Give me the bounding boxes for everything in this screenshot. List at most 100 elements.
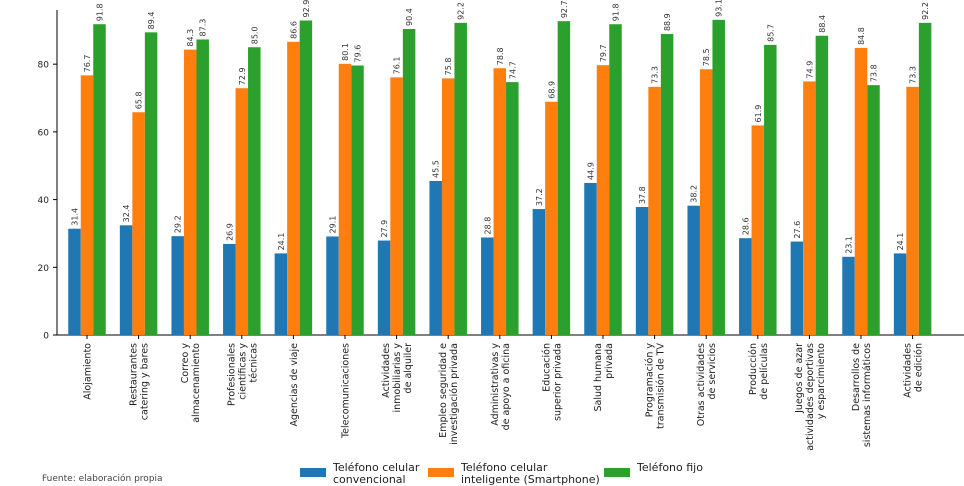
value-label-s3-c1: 91.8 — [96, 3, 105, 21]
value-label-s1-c14: 28.6 — [741, 217, 750, 235]
x-tick-label-15: Juegos de azar actividades deportivas y es… — [794, 343, 827, 451]
x-tick-label-17-line-2: de edición — [914, 343, 925, 392]
x-tick-label-16-line-2: sistemas informáticos — [862, 343, 873, 447]
x-tick-label-15-line-1: Juegos de azar — [794, 343, 805, 414]
y-tick-label-2: 40 — [38, 196, 50, 206]
x-tick-label-4-line-1: Profesionales — [226, 343, 237, 406]
x-tick-label-5-line-1: Agencias de viaje — [289, 343, 300, 427]
bar-s2-c16 — [854, 47, 868, 336]
value-label-s2-c14: 61.9 — [754, 105, 763, 123]
y-tick-label-4: 80 — [38, 61, 50, 71]
bar-s2-c7 — [390, 77, 403, 336]
bar-s3-c1 — [93, 24, 106, 335]
value-label-s1-c11: 44.9 — [587, 162, 596, 180]
x-tick-label-8-line-1: Empleo seguridad e — [438, 343, 449, 438]
value-label-s3-c12: 88.9 — [663, 13, 672, 31]
y-tick-label-0: 0 — [43, 332, 49, 342]
bar-s3-c9 — [506, 82, 519, 335]
bar-s1-c3 — [171, 236, 184, 335]
x-tick-label-3-line-1: Correo y — [180, 343, 191, 384]
value-label-s2-c2: 65.8 — [135, 91, 144, 109]
bar-s2-c3 — [183, 49, 197, 335]
legend-item-series-2: Teléfono celular inteligente (Smartphone) — [428, 462, 611, 486]
legend-swatch-series-3 — [604, 468, 630, 477]
x-tick-label-9-line-2: de apoyo a oficina — [501, 343, 512, 430]
value-label-s2-c1: 76.7 — [83, 55, 92, 73]
bar-s3-c12 — [660, 34, 674, 335]
value-label-s3-c2: 89.4 — [147, 12, 156, 30]
value-label-s2-c11: 79.7 — [599, 44, 608, 62]
value-label-s3-c9: 74.7 — [508, 61, 517, 79]
bar-s2-c11 — [596, 65, 610, 336]
bar-s2-c1 — [80, 75, 94, 336]
legend-label-series-2: Teléfono celular inteligente (Smartphone) — [461, 462, 611, 486]
bar-s3-c5 — [299, 20, 313, 336]
x-tick-label-15-line-3: y esparcimiento — [816, 343, 827, 419]
bar-s1-c4 — [223, 243, 236, 335]
x-tick-label-12-line-1: Programación y — [645, 343, 656, 418]
value-label-s2-c12: 73.3 — [651, 66, 660, 84]
x-tick-label-2: Restaurantes catering y bares — [129, 343, 151, 420]
x-tick-label-5: Agencias de viaje — [289, 343, 300, 427]
value-label-s1-c15: 27.6 — [793, 221, 802, 239]
bar-s3-c15 — [815, 35, 829, 336]
value-label-s1-c7: 27.9 — [380, 220, 389, 238]
bar-s2-c15 — [803, 81, 816, 336]
x-tick-label-2-line-2: catering y bares — [140, 343, 151, 420]
x-tick-label-14: Producción de películas — [748, 343, 770, 400]
value-label-s3-c7: 90.4 — [405, 8, 414, 26]
x-tick-label-13-line-2: de servicios — [707, 343, 718, 400]
x-tick-label-9-line-1: Administrativas y — [490, 343, 501, 426]
bar-s1-c15 — [790, 241, 804, 335]
value-label-s2-c5: 86.6 — [289, 21, 298, 39]
value-label-s3-c3: 87.3 — [199, 19, 208, 37]
bar-s3-c3 — [196, 39, 209, 335]
x-tick-label-8: Empleo seguridad e investigación privada — [438, 343, 460, 445]
bar-s3-c6 — [351, 65, 364, 335]
x-tick-label-10: Educación superior privada — [541, 343, 563, 421]
value-label-s1-c17: 24.1 — [896, 233, 905, 251]
value-label-s2-c17: 73.3 — [909, 66, 918, 84]
value-label-s3-c14: 85.7 — [766, 24, 775, 42]
value-label-s2-c8: 75.8 — [444, 58, 453, 76]
x-tick-label-11-line-1: Salud humana — [593, 343, 604, 412]
x-tick-label-7-line-1: Actividades — [381, 343, 392, 398]
legend-item-series-3: Teléfono fijo — [604, 462, 787, 477]
x-tick-label-3: Correo y almacenamiento — [180, 343, 202, 423]
value-label-s2-c13: 78.5 — [702, 48, 711, 66]
bar-s1-c1 — [68, 228, 81, 335]
bar-s2-c2 — [132, 112, 145, 335]
bar-s2-c8 — [441, 78, 455, 336]
x-tick-label-7-line-2: inmobiliarias y — [392, 343, 403, 413]
bar-s3-c16 — [867, 85, 880, 335]
bar-s3-c11 — [609, 24, 622, 335]
bar-s2-c17 — [906, 86, 919, 335]
bar-s1-c8 — [429, 180, 442, 335]
bar-s1-c10 — [532, 209, 546, 335]
bar-s1-c12 — [635, 207, 649, 335]
value-label-s3-c17: 92.2 — [921, 2, 930, 20]
x-tick-label-6-line-1: Telecomunicaciones — [341, 343, 352, 439]
x-tick-label-10-line-2: superior privada — [552, 343, 563, 421]
x-tick-label-16-line-1: Desarrollos de — [851, 343, 862, 411]
x-tick-label-14-line-1: Producción — [748, 343, 759, 395]
x-tick-label-4-line-2: científicas y — [237, 343, 248, 400]
value-label-s2-c15: 74.9 — [805, 61, 814, 79]
value-label-s3-c15: 88.4 — [818, 15, 827, 33]
bar-s2-c9 — [493, 68, 507, 336]
bar-s3-c13 — [712, 19, 725, 335]
x-tick-label-8-line-2: investigación privada — [449, 343, 460, 445]
value-label-s1-c13: 38.2 — [690, 185, 699, 203]
value-label-s2-c7: 76.1 — [393, 57, 402, 75]
y-tick-label-1: 20 — [38, 264, 50, 274]
bar-s2-c10 — [545, 101, 558, 336]
legend-label-series-3: Teléfono fijo — [637, 462, 787, 474]
bar-s1-c16 — [842, 256, 855, 335]
legend-label-series-2-text: Teléfono celular inteligente (Smartphone) — [461, 461, 600, 486]
x-tick-label-11-line-2: privada — [604, 343, 615, 379]
bar-s2-c5 — [287, 41, 300, 336]
x-tick-label-7-line-3: de alquiler — [403, 343, 414, 394]
value-label-s2-c10: 68.9 — [547, 81, 556, 99]
bar-s3-c4 — [248, 47, 261, 335]
